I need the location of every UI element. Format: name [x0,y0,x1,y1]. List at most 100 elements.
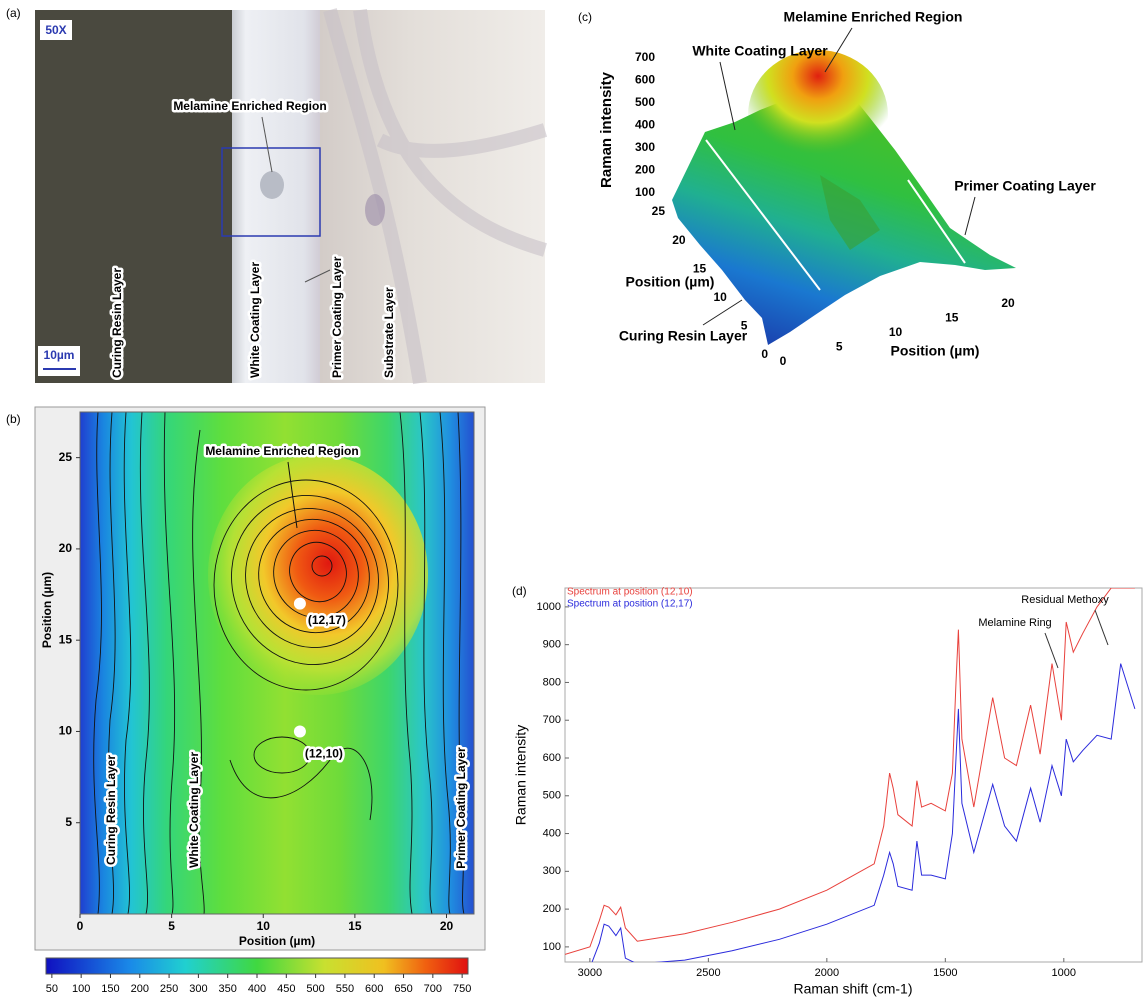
surface-panel: (c) 100200300400500600700051015202505101… [578,9,1096,368]
x-axis-title: Raman shift (cm-1) [793,981,912,997]
y-tick-label: 800 [543,676,561,688]
y-tick-label: 10 [713,290,727,304]
x-tick-label: 2000 [815,967,839,979]
z-tick-label: 300 [635,140,655,154]
x-axis-title: Position (µm) [891,343,980,359]
substrate-layer [320,10,545,383]
colorbar-label: 550 [336,983,354,995]
y-tick-label: 25 [652,204,666,218]
leader [965,197,975,235]
panel-label: (b) [6,412,21,426]
layer-label: White Coating Layer [248,262,262,378]
y-tick-label: 20 [59,541,73,555]
z-tick-label: 400 [635,118,655,132]
z-tick-label: 200 [635,163,655,177]
spot [365,194,385,226]
colorbar-label: 350 [219,983,237,995]
annotation: Curing Resin Layer [619,328,748,344]
spectrum-panel: (d) Raman shift (cm-1) Raman intensity 1… [512,584,1142,997]
point-label: (12,10) [305,747,343,761]
colorbar-label: 250 [160,983,178,995]
figure: (a) 50X 10µm Melamine Enriched Region Cu… [0,0,1144,1001]
annotation: Melamine Ring [978,617,1051,629]
y-tick-label: 10 [59,724,73,738]
y-tick-label: 500 [543,790,561,802]
y-tick-label: 5 [65,815,72,829]
layer-label: Primer Coating Layer [330,256,344,378]
surface-peak [748,50,888,180]
colorbar-label: 650 [394,983,412,995]
colorbar-label: 600 [365,983,383,995]
melamine-spot [260,171,284,199]
z-axis-title: Raman intensity [598,71,615,188]
colorbar-label: 200 [131,983,149,995]
colorbar-label: 450 [277,983,295,995]
panel-label: (c) [578,10,592,24]
x-tick-label: 1500 [933,967,957,979]
annotation: White Coating Layer [692,43,828,59]
annotation: White Coating Layer [187,752,201,868]
colorbar-label: 150 [101,983,119,995]
x-tick-label: 5 [836,340,843,354]
x-tick-label: 0 [77,919,84,933]
annotation: Primer Coating Layer [454,747,468,869]
colorbar-label: 750 [453,983,471,995]
x-tick-label: 10 [889,325,903,339]
annotation: Primer Coating Layer [954,178,1096,194]
y-axis-title: Raman intensity [513,725,529,825]
x-tick-label: 0 [780,354,787,368]
y-tick-label: 15 [59,632,73,646]
contour-map [80,412,474,914]
leader [1045,633,1058,668]
colorbar [46,958,468,974]
layer-label: Curing Resin Layer [110,268,124,378]
y-axis-title: Position (µm) [626,274,715,290]
leader [1095,610,1108,645]
x-tick-label: 1000 [1052,967,1076,979]
x-tick-label: 3000 [578,967,602,979]
y-tick-label: 900 [543,639,561,651]
annotation: Melamine Enriched Region [205,444,358,458]
panel-label: (d) [512,584,527,598]
colorbar-label: 50 [46,983,58,995]
annotation: Melamine Enriched Region [784,9,963,25]
annotation: Curing Resin Layer [104,755,118,865]
annotation: Melamine Enriched Region [173,99,326,113]
x-tick-label: 20 [440,919,454,933]
z-tick-label: 100 [635,185,655,199]
legend-entry: Spectrum at position (12,10) [567,587,693,598]
y-tick-label: 300 [543,865,561,877]
y-tick-label: 1000 [537,601,561,613]
panel-label: (a) [6,6,21,20]
scale-label: 10µm [44,348,75,362]
y-tick-label: 200 [543,903,561,915]
x-tick-label: 10 [257,919,271,933]
magnification: 50X [45,23,66,37]
y-tick-label: 20 [672,233,686,247]
y-tick-label: 700 [543,714,561,726]
spectrum-line [565,664,1135,972]
z-tick-label: 500 [635,95,655,109]
legend-entry: Spectrum at position (12,17) [567,599,693,610]
point-label: (12,17) [308,613,346,627]
spectrum-line [565,588,1135,954]
x-tick-label: 15 [945,311,959,325]
colorbar-label: 700 [424,983,442,995]
colorbar-label: 100 [72,983,90,995]
y-tick-label: 400 [543,827,561,839]
x-tick-label: 5 [168,919,175,933]
point [294,598,306,610]
point [294,725,306,737]
curing-layer [35,10,233,383]
y-axis-title: Position (µm) [40,572,54,648]
y-tick-label: 0 [761,347,768,361]
colorbar-label: 500 [306,983,324,995]
leader [720,62,735,130]
y-tick-label: 25 [59,450,73,464]
colorbar-label: 400 [248,983,266,995]
z-tick-label: 600 [635,73,655,87]
x-tick-label: 2500 [696,967,720,979]
y-tick-label: 600 [543,752,561,764]
z-tick-label: 700 [635,50,655,64]
